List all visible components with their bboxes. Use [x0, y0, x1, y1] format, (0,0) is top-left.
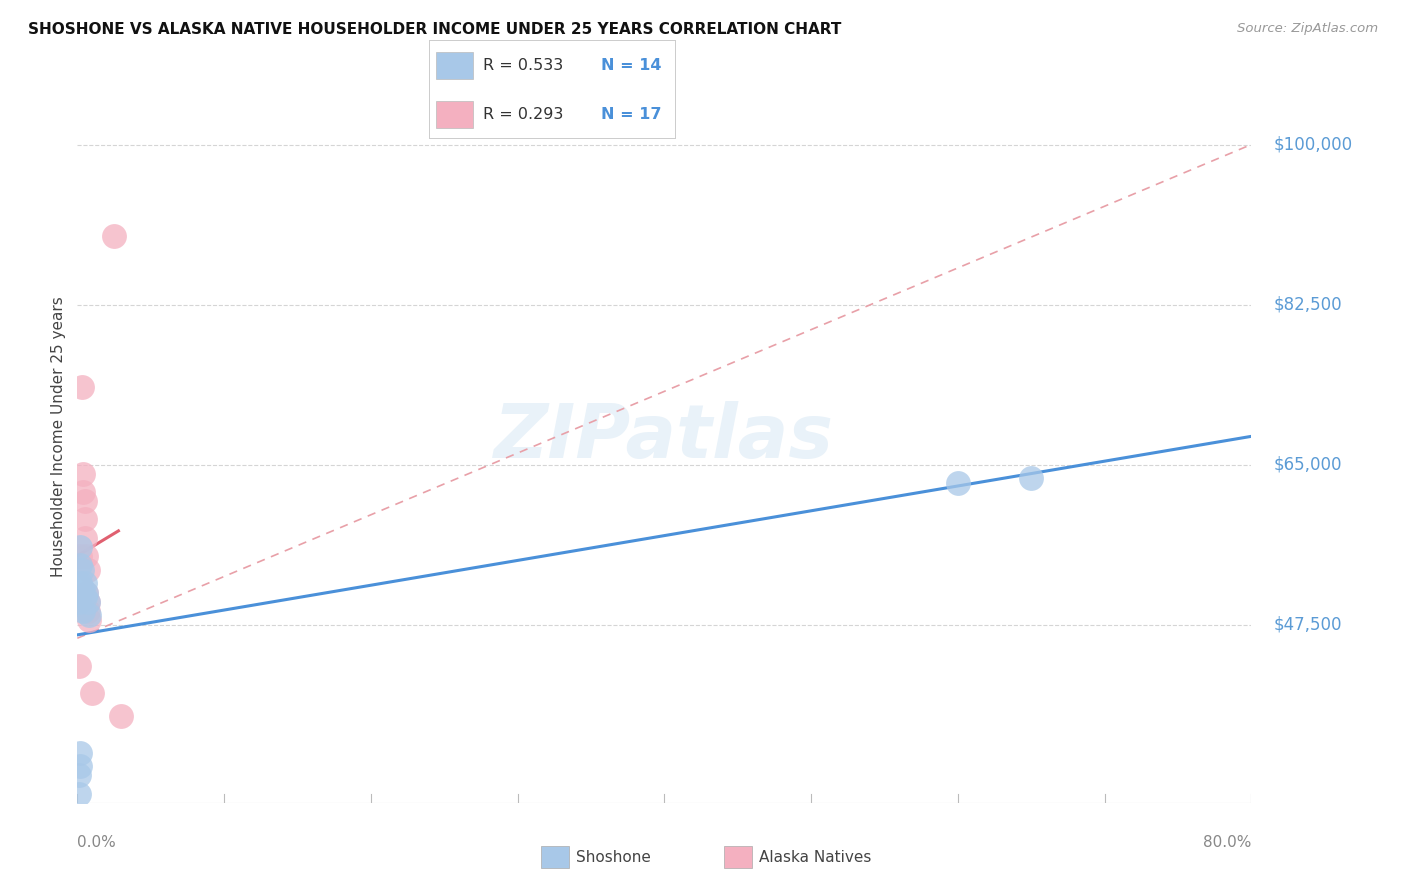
Point [73, 494, 96, 508]
Point [73, 531, 96, 545]
Point [75, 549, 97, 563]
Text: Alaska Natives: Alaska Natives [759, 850, 872, 864]
Text: $82,500: $82,500 [1274, 295, 1341, 313]
Text: Shoshone: Shoshone [576, 850, 651, 864]
Point [67, 595, 90, 609]
Point [67, 658, 90, 673]
Text: ZIPatlas: ZIPatlas [495, 401, 834, 474]
Bar [541, 846, 569, 868]
Point [69, 576, 91, 591]
Point [946, 475, 969, 490]
Point [80, 686, 103, 700]
Bar [436, 101, 472, 128]
Point [77, 608, 100, 623]
Point [76, 595, 98, 609]
Point [72, 485, 94, 500]
Bar [436, 52, 472, 79]
Point [73, 512, 96, 526]
Point [76, 595, 98, 609]
Text: SHOSHONE VS ALASKA NATIVE HOUSEHOLDER INCOME UNDER 25 YEARS CORRELATION CHART: SHOSHONE VS ALASKA NATIVE HOUSEHOLDER IN… [28, 22, 842, 37]
Point [75, 585, 97, 599]
Point [73, 590, 96, 604]
Point [76, 604, 98, 618]
Point [72, 467, 94, 481]
Text: 80.0%: 80.0% [1204, 835, 1251, 850]
Point [69, 746, 91, 760]
Text: $100,000: $100,000 [1274, 136, 1353, 153]
Point [69, 540, 91, 554]
Point [75, 585, 97, 599]
Point [77, 613, 100, 627]
Text: R = 0.293: R = 0.293 [484, 107, 564, 122]
Point [70, 563, 93, 577]
Point [67, 787, 90, 801]
Text: N = 14: N = 14 [602, 58, 662, 73]
Point [73, 576, 96, 591]
Point [69, 549, 91, 563]
Point [110, 709, 132, 723]
Text: 0.0%: 0.0% [77, 835, 117, 850]
Point [103, 228, 125, 243]
Text: $65,000: $65,000 [1274, 456, 1341, 474]
Point [76, 563, 98, 577]
Point [67, 768, 90, 782]
Point [72, 604, 94, 618]
Point [69, 558, 91, 573]
Text: Source: ZipAtlas.com: Source: ZipAtlas.com [1237, 22, 1378, 36]
Y-axis label: Householder Income Under 25 years: Householder Income Under 25 years [51, 297, 66, 577]
Point [69, 759, 91, 773]
Bar [724, 846, 752, 868]
Point [70, 581, 93, 595]
Text: R = 0.533: R = 0.533 [484, 58, 564, 73]
Point [1019, 471, 1042, 485]
Text: N = 17: N = 17 [602, 107, 662, 122]
Point [70, 380, 93, 394]
Text: $47,500: $47,500 [1274, 615, 1341, 633]
